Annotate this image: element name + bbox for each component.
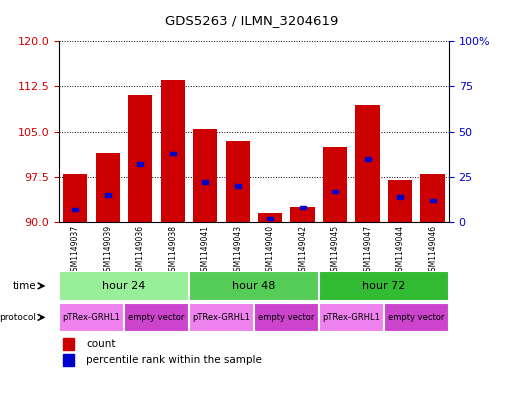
- Bar: [388, 180, 412, 222]
- Text: hour 48: hour 48: [232, 281, 275, 291]
- Bar: [384, 303, 449, 332]
- Bar: [319, 271, 449, 301]
- Bar: [170, 152, 175, 155]
- Text: GSM1149042: GSM1149042: [298, 225, 307, 276]
- Bar: [267, 217, 273, 220]
- Bar: [189, 271, 319, 301]
- Text: percentile rank within the sample: percentile rank within the sample: [86, 355, 262, 365]
- Bar: [235, 184, 241, 188]
- Text: empty vector: empty vector: [258, 313, 314, 322]
- Bar: [430, 198, 436, 202]
- Text: GSM1149039: GSM1149039: [103, 225, 112, 276]
- Bar: [63, 174, 87, 222]
- Text: GSM1149040: GSM1149040: [266, 225, 274, 276]
- Text: pTRex-GRHL1: pTRex-GRHL1: [323, 313, 380, 322]
- Bar: [290, 207, 315, 222]
- Text: GSM1149047: GSM1149047: [363, 225, 372, 276]
- Bar: [161, 81, 185, 222]
- Bar: [300, 206, 306, 209]
- Bar: [356, 105, 380, 222]
- Text: GSM1149041: GSM1149041: [201, 225, 210, 276]
- Bar: [128, 95, 152, 222]
- Text: GSM1149037: GSM1149037: [71, 225, 80, 276]
- Text: GSM1149036: GSM1149036: [136, 225, 145, 276]
- Text: time: time: [13, 281, 36, 291]
- Text: GDS5263 / ILMN_3204619: GDS5263 / ILMN_3204619: [165, 14, 338, 27]
- Bar: [189, 303, 254, 332]
- Text: pTRex-GRHL1: pTRex-GRHL1: [63, 313, 121, 322]
- Text: protocol: protocol: [0, 313, 36, 322]
- Bar: [72, 208, 78, 211]
- Bar: [59, 303, 124, 332]
- Bar: [319, 303, 384, 332]
- Bar: [63, 338, 74, 350]
- Text: GSM1149044: GSM1149044: [396, 225, 405, 276]
- Text: empty vector: empty vector: [128, 313, 185, 322]
- Text: pTRex-GRHL1: pTRex-GRHL1: [192, 313, 250, 322]
- Text: GSM1149045: GSM1149045: [331, 225, 340, 276]
- Text: count: count: [86, 339, 116, 349]
- Bar: [59, 271, 189, 301]
- Text: hour 72: hour 72: [362, 281, 406, 291]
- Bar: [202, 180, 208, 184]
- Bar: [254, 303, 319, 332]
- Bar: [323, 147, 347, 222]
- Text: GSM1149043: GSM1149043: [233, 225, 242, 276]
- Bar: [137, 162, 143, 166]
- Text: GSM1149046: GSM1149046: [428, 225, 437, 276]
- Bar: [258, 213, 282, 222]
- Bar: [226, 141, 250, 222]
- Bar: [397, 195, 403, 198]
- Text: empty vector: empty vector: [388, 313, 445, 322]
- Bar: [63, 354, 74, 366]
- Text: GSM1149038: GSM1149038: [168, 225, 177, 276]
- Text: hour 24: hour 24: [102, 281, 146, 291]
- Bar: [95, 153, 120, 222]
- Bar: [105, 193, 111, 197]
- Bar: [124, 303, 189, 332]
- Bar: [365, 157, 370, 161]
- Bar: [332, 189, 338, 193]
- Bar: [193, 129, 218, 222]
- Bar: [421, 174, 445, 222]
